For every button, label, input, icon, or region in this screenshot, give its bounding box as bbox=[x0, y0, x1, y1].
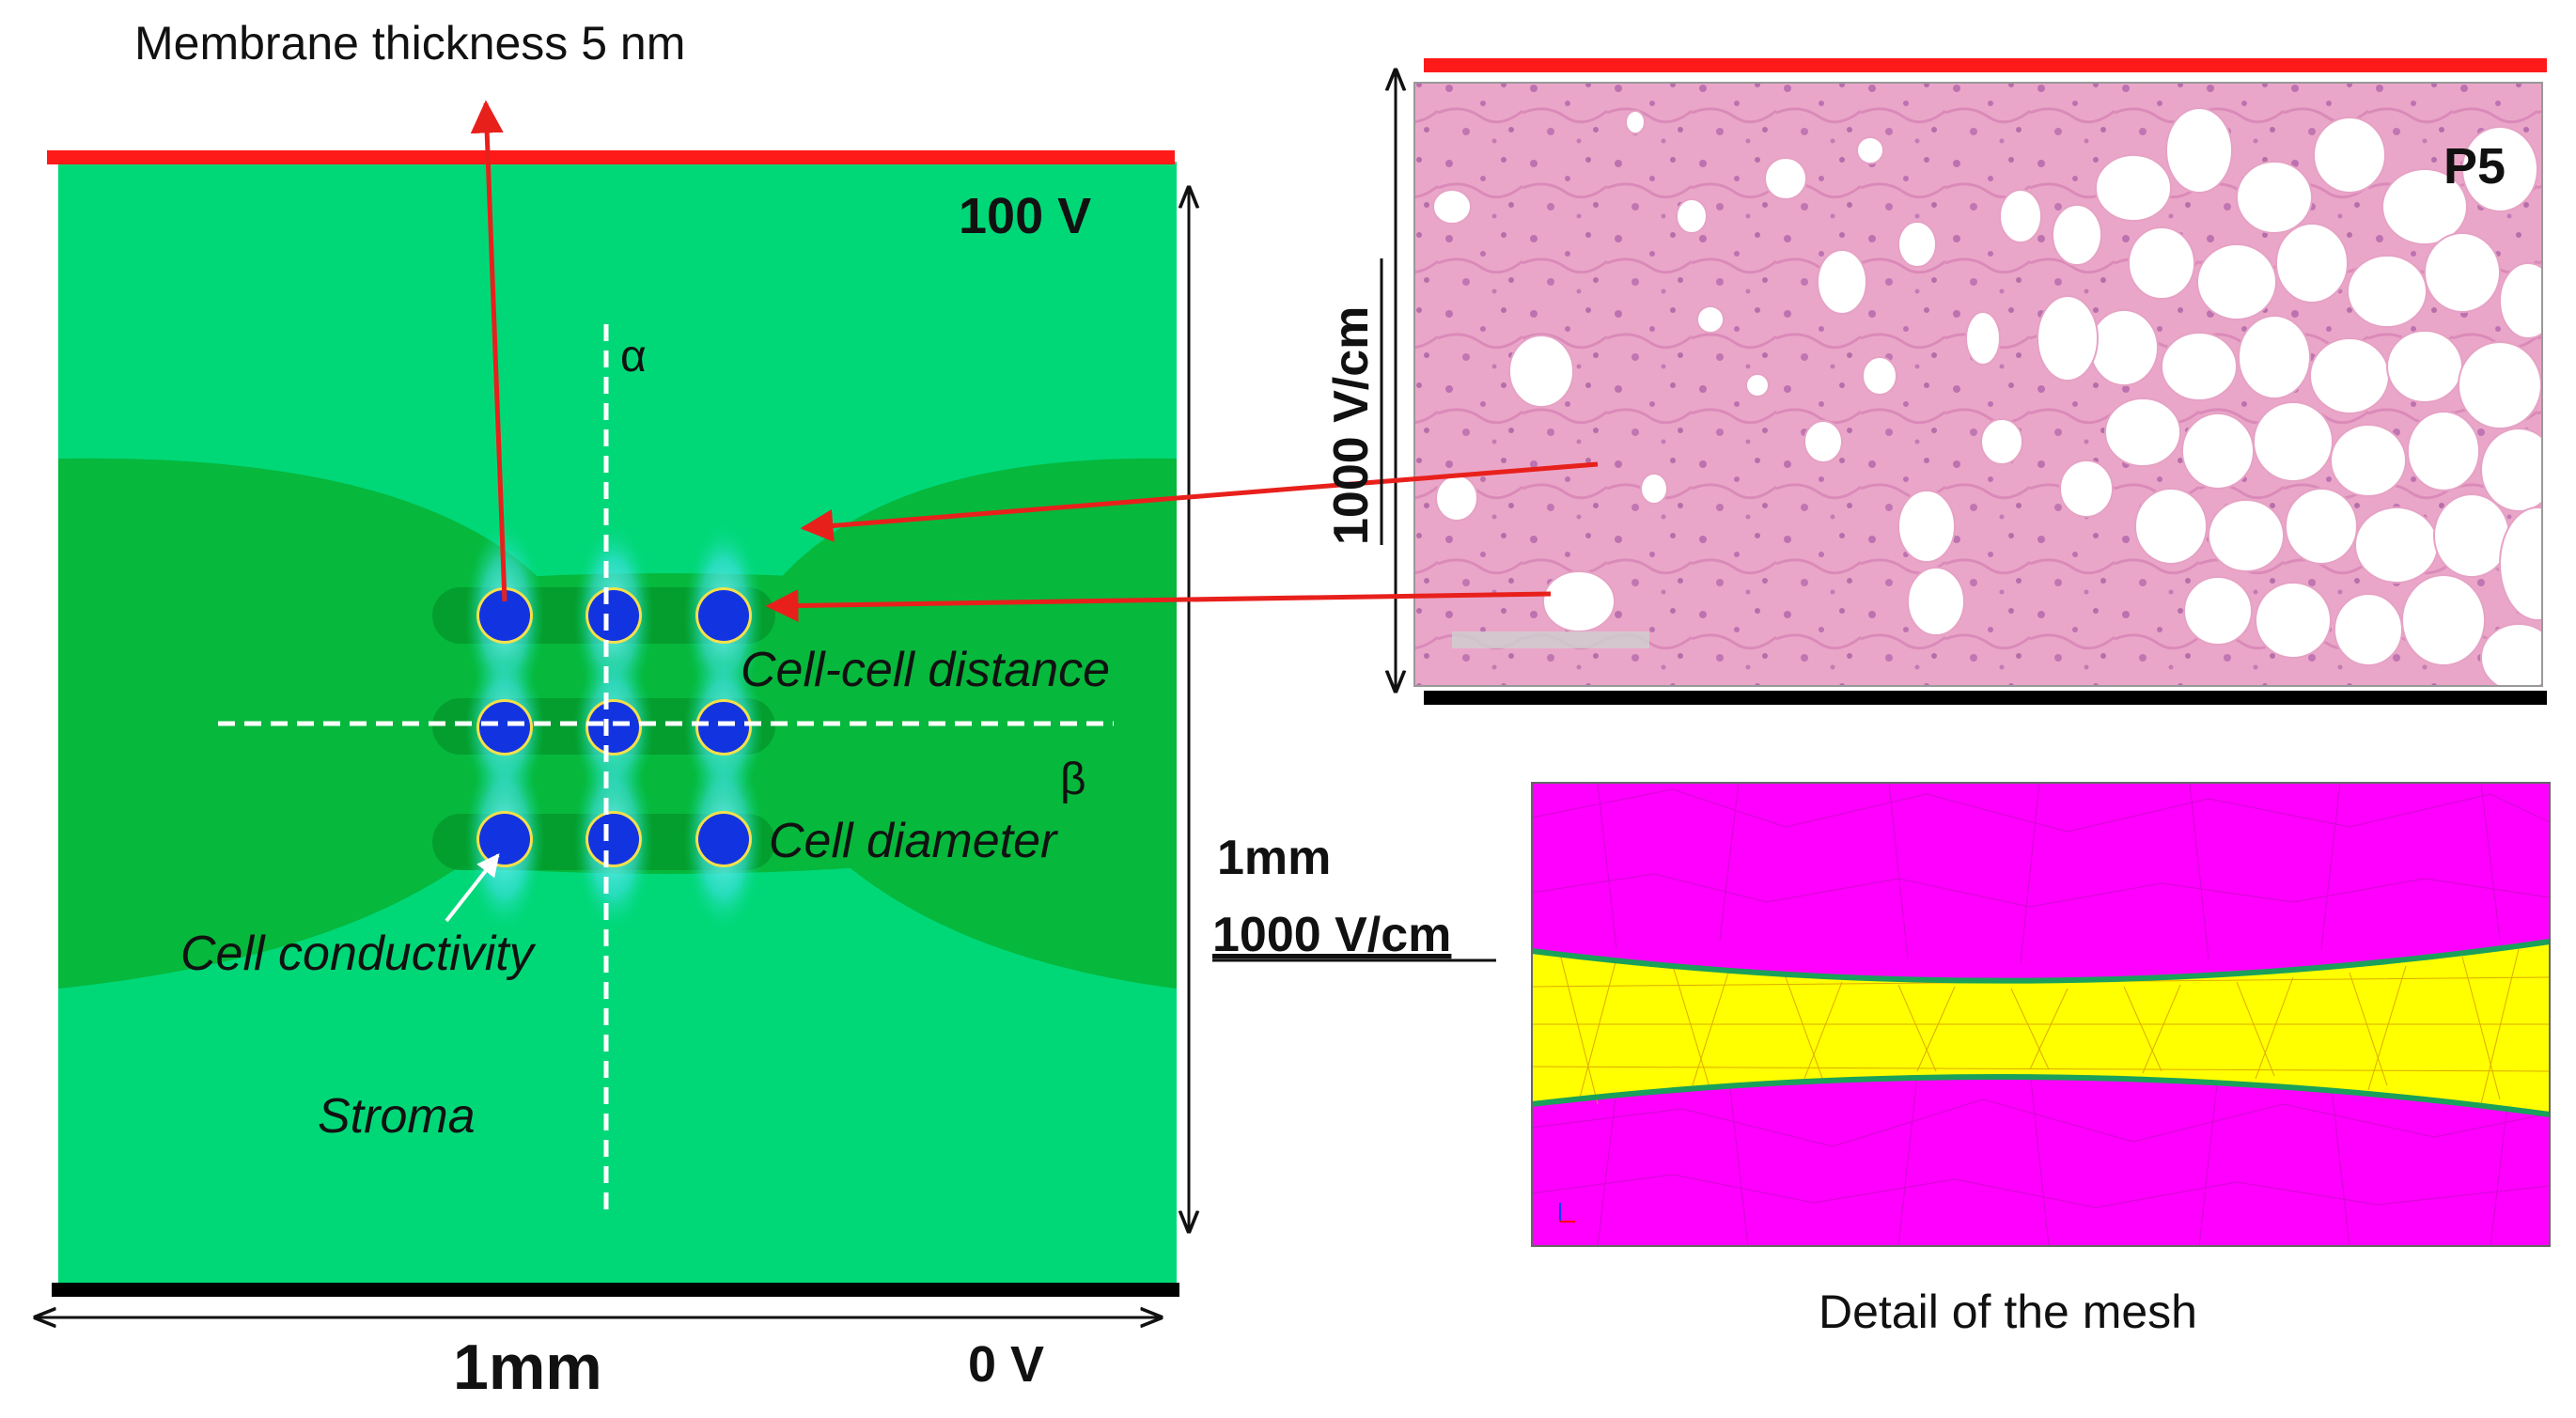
stroma-label: Stroma bbox=[318, 1089, 476, 1144]
histology-bottom-electrode bbox=[1424, 691, 2547, 705]
simulation-domain bbox=[47, 150, 1179, 1297]
top-voltage-label: 100 V bbox=[959, 188, 1091, 244]
cell-conductivity-label: Cell conductivity bbox=[180, 927, 537, 981]
cell bbox=[476, 811, 533, 867]
cell bbox=[476, 699, 533, 756]
histology-tag: P5 bbox=[2443, 138, 2506, 195]
membrane-label: Membrane thickness 5 nm bbox=[134, 17, 685, 70]
histology-field-label: 1000 V/cm bbox=[1324, 306, 1379, 545]
cell bbox=[585, 587, 642, 644]
vacuole-to-cell-arrow bbox=[765, 589, 1552, 623]
mesh-lower-membrane bbox=[1531, 1074, 2551, 1117]
histology-image bbox=[1413, 58, 2547, 705]
histology-top-electrode bbox=[1424, 58, 2547, 72]
cell-grid bbox=[476, 587, 752, 867]
mesh-coarse-lines bbox=[1532, 783, 2550, 1246]
bottom-electrode bbox=[52, 1283, 1179, 1297]
width-label: 1mm bbox=[453, 1332, 602, 1403]
mesh-detail bbox=[1531, 782, 2551, 1247]
cell bbox=[695, 811, 752, 867]
beta-label: β bbox=[1060, 755, 1086, 804]
membrane-arrow bbox=[470, 100, 507, 602]
field-label: 1000 V/cm bbox=[1212, 908, 1451, 962]
cell-conductivity-arrow bbox=[445, 853, 500, 923]
scale-bar bbox=[1452, 631, 1649, 648]
bottom-voltage-label: 0 V bbox=[968, 1336, 1044, 1393]
fat-vacuoles bbox=[1432, 107, 2542, 686]
cell bbox=[695, 587, 752, 644]
height-label: 1mm bbox=[1217, 831, 1331, 885]
cell bbox=[585, 811, 642, 867]
cell-diameter-label: Cell diameter bbox=[769, 814, 1059, 868]
cell bbox=[585, 699, 642, 756]
histology-frame bbox=[1413, 82, 2543, 687]
cell bbox=[695, 699, 752, 756]
tissue-to-stroma-arrow bbox=[800, 461, 1599, 542]
cell bbox=[476, 587, 533, 644]
mesh-caption: Detail of the mesh bbox=[1819, 1286, 2197, 1338]
mesh-upper-membrane bbox=[1531, 939, 2551, 984]
cell-cell-distance-label: Cell-cell distance bbox=[741, 643, 1110, 697]
mesh-frame bbox=[1531, 782, 2551, 1247]
alpha-label: α bbox=[620, 332, 647, 382]
top-electrode bbox=[47, 150, 1175, 164]
